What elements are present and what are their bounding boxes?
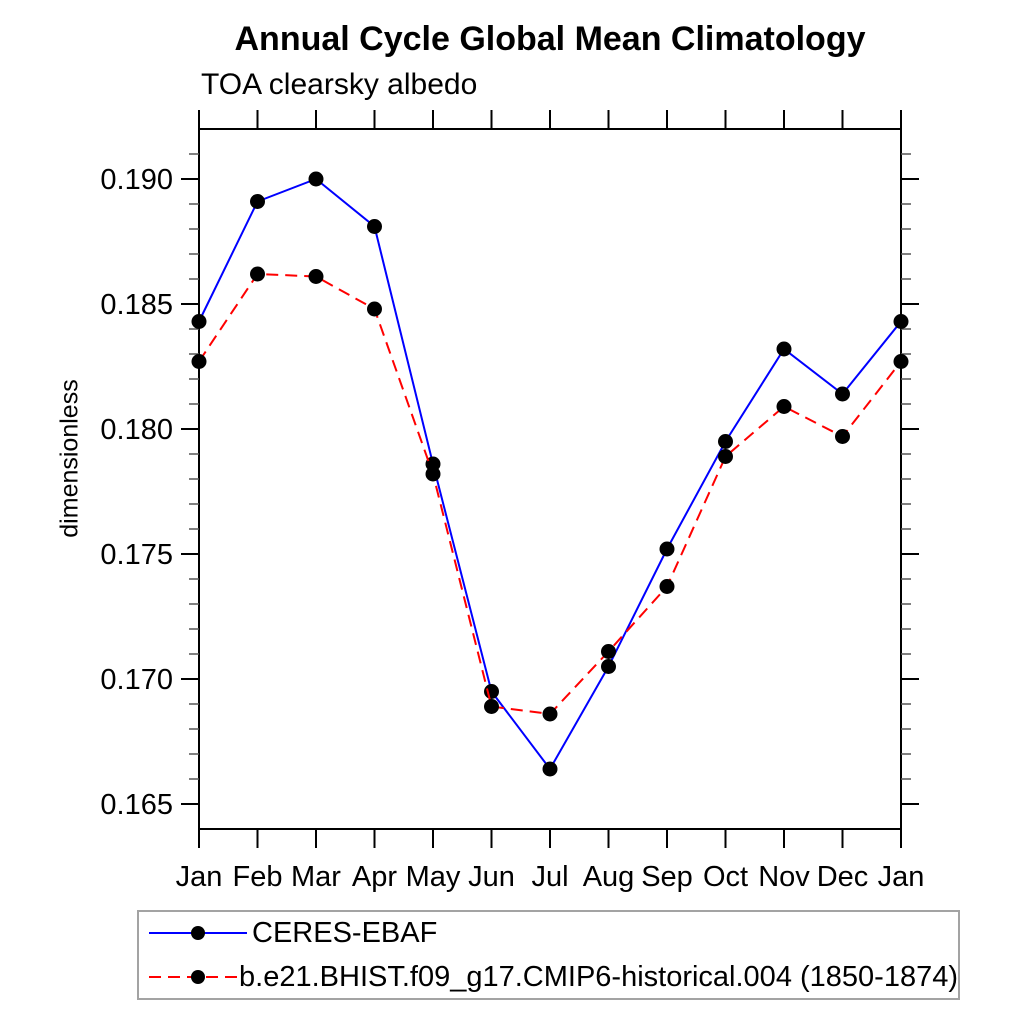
data-point-marker (250, 194, 265, 209)
y-tick-label: 0.165 (100, 789, 173, 821)
x-axis-ticks (198, 110, 902, 848)
y-axis-tick-labels: 0.165 0.170 0.175 0.180 0.185 0.190 (100, 164, 173, 821)
y-axis-label: dimensionless (55, 379, 84, 538)
y-tick-label: 0.170 (100, 664, 173, 696)
data-point-marker (659, 579, 675, 594)
x-tick-label: Aug (583, 861, 635, 893)
x-tick-label: Dec (817, 861, 869, 893)
legend-line-marker-icon (149, 970, 240, 984)
data-point-marker (542, 706, 558, 722)
data-point-marker (425, 466, 441, 482)
legend-label: CERES-EBAF (252, 916, 438, 949)
chart-title: Annual Cycle Global Mean Climatology (234, 20, 866, 58)
data-point-marker (191, 354, 207, 369)
x-tick-label: Sep (641, 861, 693, 893)
x-tick-label: May (406, 861, 461, 893)
series-line-1 (198, 272, 902, 716)
y-tick-label: 0.190 (100, 164, 173, 196)
x-tick-label: Nov (758, 861, 810, 893)
data-point-marker (367, 219, 382, 234)
legend-item: CERES-EBAF (147, 912, 958, 954)
data-point-marker (308, 171, 324, 187)
y-axis-ticks (181, 153, 919, 805)
x-tick-label: Jan (878, 861, 925, 893)
legend-item: b.e21.BHIST.f09_g17.CMIP6-historical.004… (147, 956, 958, 998)
x-tick-label: Jan (176, 861, 223, 893)
data-point-marker (601, 659, 616, 674)
data-point-marker (191, 314, 207, 329)
legend-line-marker-icon (149, 926, 247, 940)
series-markers-1 (191, 266, 909, 722)
x-axis-tick-labels: Jan Feb Mar Apr May Jun Jul Aug Sep Oct Nov Dec Jan (176, 861, 925, 893)
data-point-marker (484, 684, 499, 699)
x-tick-label: Jun (468, 861, 515, 893)
data-point-marker (659, 541, 675, 557)
data-point-marker (250, 266, 265, 282)
data-point-marker (835, 429, 850, 444)
data-point-marker (776, 341, 792, 357)
chart-subtitle: TOA clearsky albedo (201, 68, 478, 101)
data-point-marker (601, 644, 616, 659)
data-point-marker (776, 399, 792, 414)
series-line-0 (198, 177, 902, 771)
data-point-marker (542, 761, 558, 777)
data-point-marker (835, 386, 850, 402)
data-point-marker (893, 314, 909, 329)
data-point-marker (367, 301, 382, 317)
legend-label: b.e21.BHIST.f09_g17.CMIP6-historical.004… (239, 960, 958, 993)
x-tick-label: Mar (291, 861, 341, 893)
legend: CERES-EBAF b.e21.BHIST.f09_g17.CMIP6-his… (137, 910, 960, 1000)
data-point-marker (718, 434, 733, 449)
data-point-marker (893, 354, 909, 369)
data-point-marker (718, 449, 733, 464)
data-point-marker (308, 269, 324, 284)
x-tick-label: Feb (233, 861, 283, 893)
x-tick-label: Jul (531, 861, 568, 893)
y-tick-label: 0.185 (100, 289, 173, 321)
plot-area: Jan Feb Mar Apr May Jun Jul Aug Sep Oct Nov Dec Jan 0… (100, 110, 925, 893)
x-tick-label: Apr (352, 861, 397, 893)
x-tick-label: Oct (703, 861, 748, 893)
y-tick-label: 0.180 (100, 414, 173, 446)
plot-frame (198, 128, 902, 830)
y-tick-label: 0.175 (100, 539, 173, 571)
data-point-marker (484, 699, 499, 714)
series-markers-0 (191, 171, 909, 777)
